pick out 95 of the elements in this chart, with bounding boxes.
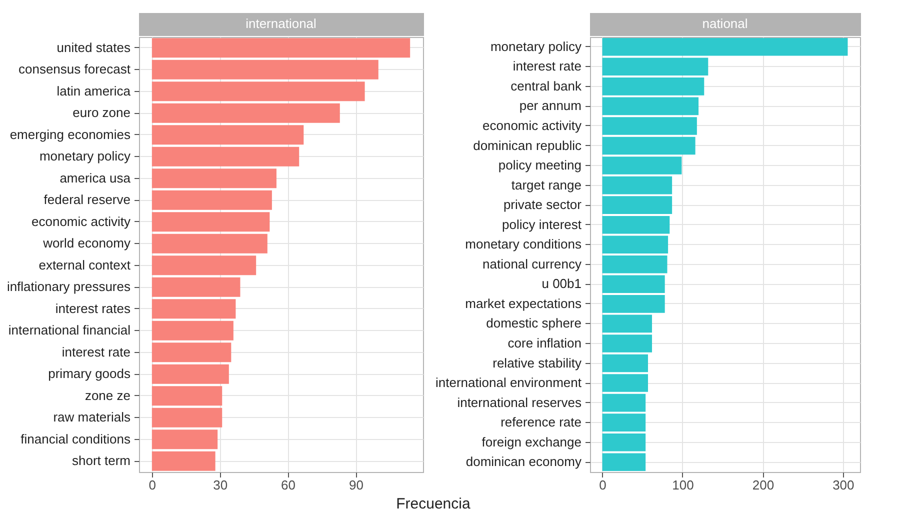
y-tick-label: per annum: [519, 98, 582, 114]
y-tick-label: zone ze: [84, 388, 130, 403]
bar: [152, 60, 378, 80]
bar: [602, 236, 668, 254]
bar: [602, 275, 665, 294]
bar: [602, 97, 699, 116]
y-tick-label: interest rate: [62, 344, 130, 360]
bar: [602, 58, 708, 76]
y-tick-label: economic activity: [32, 214, 131, 229]
chart-title: national: [702, 16, 748, 31]
y-tick-label: relative stability: [492, 355, 582, 370]
y-tick-label: policy meeting: [498, 158, 582, 173]
bar: [602, 433, 646, 452]
y-tick-label: latin america: [56, 83, 132, 98]
bar: [152, 277, 240, 297]
x-tick-label: 0: [148, 478, 156, 492]
bar: [152, 299, 236, 319]
y-tick-label: america usa: [60, 170, 132, 186]
bar: [602, 78, 704, 96]
y-tick-label: interest rate: [512, 58, 582, 74]
y-tick-label: monetary policy: [490, 38, 582, 54]
y-tick-label: private sector: [503, 197, 582, 212]
x-tick-label: 300: [832, 478, 854, 492]
y-tick-label: external context: [38, 257, 131, 272]
x-tick-label: 60: [281, 478, 296, 492]
y-tick-label: inflationary pressures: [6, 279, 131, 294]
bar: [602, 453, 646, 472]
bar: [602, 394, 646, 412]
y-tick-label: short term: [72, 453, 130, 468]
bar: [152, 364, 229, 384]
bar: [602, 414, 646, 432]
bar: [602, 295, 665, 313]
y-tick-label: reference rate: [500, 414, 582, 430]
y-tick-label: financial conditions: [20, 431, 131, 446]
bar: [602, 196, 672, 214]
bar: [602, 156, 682, 174]
x-tick-label: 0: [599, 478, 606, 492]
bar: [152, 234, 268, 254]
y-tick-label: core inflation: [508, 335, 582, 350]
y-tick-label: policy interest: [502, 216, 582, 232]
x-tick-label: 200: [752, 478, 774, 492]
y-tick-label: central bank: [510, 78, 582, 94]
y-tick-label: world economy: [42, 236, 131, 251]
y-tick-label: market expectations: [465, 296, 582, 311]
bar: [602, 354, 648, 372]
bar: [152, 38, 410, 58]
y-tick-label: national currency: [482, 256, 582, 272]
y-tick-label: foreign exchange: [482, 434, 582, 450]
bar: [602, 314, 652, 333]
y-tick-label: primary goods: [48, 366, 131, 382]
y-tick-label: monetary policy: [39, 148, 131, 164]
y-tick-label: consensus forecast: [18, 62, 131, 77]
bar: [152, 256, 256, 276]
bar: [602, 38, 848, 56]
y-tick-label: emerging economies: [10, 126, 131, 142]
bar: [152, 82, 365, 102]
y-tick-label: interest rates: [55, 300, 131, 316]
y-tick-label: euro zone: [72, 105, 130, 120]
bar: [602, 334, 652, 352]
y-tick-label: u 00b1: [542, 276, 582, 292]
x-tick-label: 90: [349, 478, 364, 492]
x-tick-label: 100: [672, 478, 694, 492]
bar: [152, 146, 300, 166]
y-tick-label: target range: [511, 177, 582, 192]
y-tick-label: federal reserve: [44, 192, 130, 208]
y-tick-label: international environment: [436, 375, 582, 390]
bar: [602, 176, 672, 194]
y-tick-label: dominican economy: [466, 454, 582, 470]
y-tick-label: raw materials: [53, 410, 131, 425]
bar: [152, 408, 222, 428]
y-tick-label: united states: [56, 40, 131, 55]
bar: [152, 386, 222, 406]
bar: [602, 117, 697, 135]
bar: [152, 430, 218, 450]
bar: [602, 216, 670, 234]
bar: [152, 212, 270, 232]
bar: [152, 451, 216, 471]
bar: [602, 136, 696, 155]
bar: [152, 125, 304, 145]
bar: [602, 255, 668, 274]
bar: [152, 342, 232, 362]
x-tick-label: 30: [213, 478, 228, 492]
x-axis-title: Frecuencia: [396, 496, 471, 512]
y-tick-label: international reserves: [457, 394, 582, 410]
bar: [152, 190, 272, 210]
y-tick-label: domestic sphere: [486, 316, 582, 331]
chart-title: international: [246, 16, 317, 31]
y-tick-label: economic activity: [482, 118, 582, 133]
bar: [152, 168, 276, 188]
y-tick-label: dominican republic: [473, 138, 582, 153]
bar: [152, 103, 340, 123]
bar: [602, 374, 648, 392]
y-tick-label: monetary conditions: [465, 236, 582, 252]
y-tick-label: international financial: [8, 322, 131, 338]
bar: [152, 320, 234, 340]
